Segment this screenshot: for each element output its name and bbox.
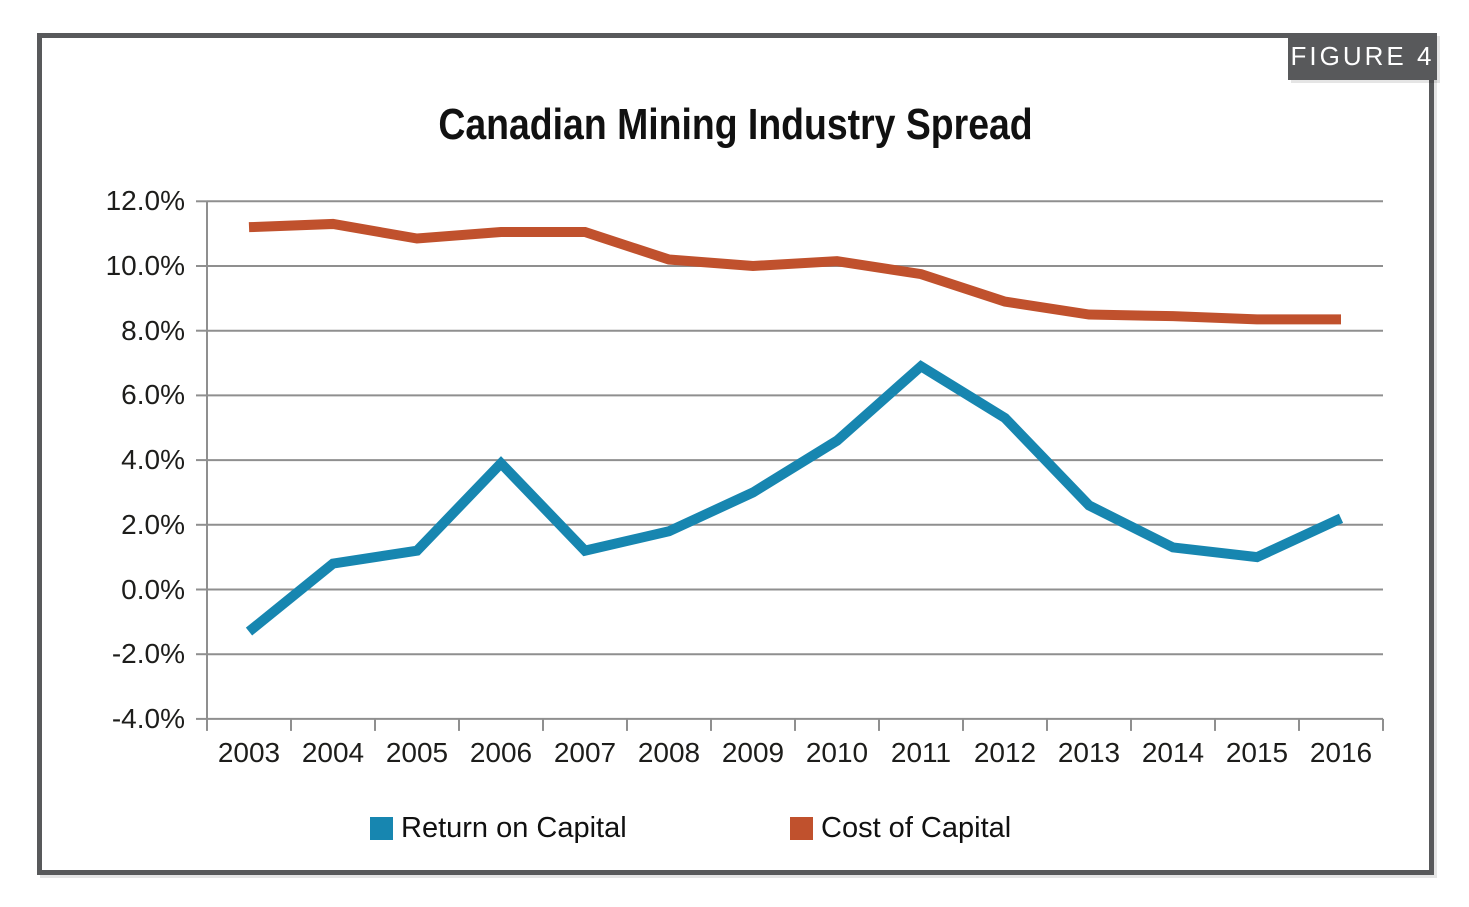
- y-axis-label: 0.0%: [121, 573, 185, 605]
- legend-label-cost-of-capital: Cost of Capital: [821, 812, 1012, 844]
- legend-label-return-on-capital: Return on Capital: [401, 812, 627, 844]
- figure-tab: FIGURE 4: [1288, 33, 1437, 80]
- figure-frame: [37, 33, 1434, 875]
- chart-title: Canadian Mining Industry Spread: [438, 100, 1033, 149]
- y-axis-label: 2.0%: [121, 508, 185, 540]
- x-axis-label-2012: 2012: [973, 737, 1037, 768]
- y-axis-label: 12.0%: [105, 185, 185, 217]
- cost-of-capital-swatch-icon: [790, 817, 813, 840]
- x-axis-label-2015: 2015: [1225, 737, 1289, 768]
- y-axis-label: 10.0%: [105, 250, 185, 281]
- x-axis-label-2005: 2005: [385, 737, 449, 768]
- x-axis-label-2003: 2003: [217, 737, 281, 768]
- x-axis-label-2004: 2004: [301, 737, 365, 768]
- x-axis-label-2014: 2014: [1141, 737, 1205, 768]
- x-axis-label-2010: 2010: [805, 737, 869, 768]
- x-axis-label-2008: 2008: [637, 737, 701, 768]
- x-axis-label-2016: 2016: [1309, 737, 1373, 768]
- x-axis-label-2006: 2006: [469, 737, 533, 768]
- y-axis-label: 8.0%: [121, 314, 185, 346]
- series-line-return-on-capital: [245, 360, 1344, 636]
- y-axis-label: -2.0%: [111, 638, 185, 670]
- x-axis-label-2011: 2011: [890, 737, 952, 768]
- x-axis-label-2009: 2009: [721, 737, 785, 768]
- x-axis-label-2013: 2013: [1057, 737, 1121, 768]
- figure-label: FIGURE 4: [1290, 41, 1435, 71]
- return-on-capital-swatch-icon: [370, 817, 393, 840]
- y-axis-label: 6.0%: [121, 379, 185, 411]
- x-axis-label-2007: 2007: [553, 737, 617, 768]
- series-line-cost-of-capital: [248, 218, 1341, 325]
- y-axis-label: -4.0%: [111, 702, 185, 734]
- y-axis-label: 4.0%: [121, 444, 185, 476]
